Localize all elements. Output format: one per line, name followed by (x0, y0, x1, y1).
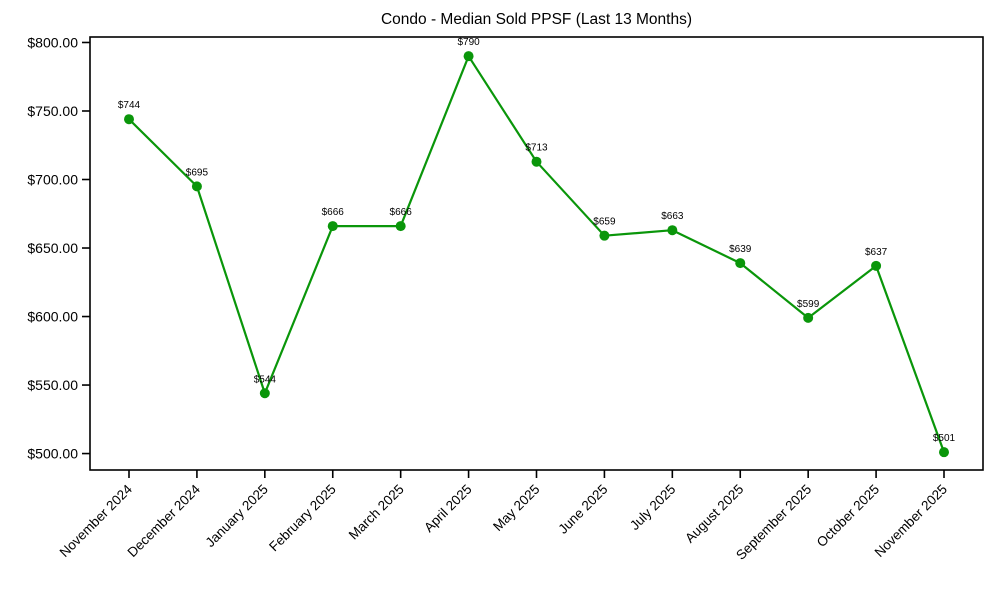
point-label: $659 (593, 217, 616, 228)
point-label: $744 (118, 100, 141, 111)
point-label: $666 (322, 207, 345, 218)
y-tick-label: $650.00 (27, 240, 78, 256)
y-tick-label: $700.00 (27, 172, 78, 188)
data-point (599, 230, 610, 241)
point-label: $599 (797, 299, 820, 310)
y-tick-label: $550.00 (27, 377, 78, 393)
data-line (127, 55, 946, 454)
x-tick-label: October 2025 (814, 482, 882, 550)
point-label: $544 (254, 374, 277, 385)
x-tick-label: September 2025 (733, 482, 814, 563)
point-label: $666 (390, 207, 413, 218)
y-tick-label: $800.00 (27, 34, 78, 50)
data-point (395, 221, 406, 232)
data-point (124, 114, 134, 125)
data-point (939, 447, 949, 458)
data-point (191, 181, 202, 192)
data-point (735, 258, 746, 269)
x-tick-label: May 2025 (490, 482, 543, 535)
data-point (463, 51, 474, 62)
x-tick-label: December 2024 (125, 481, 204, 560)
point-label: $639 (729, 244, 752, 255)
data-point (259, 388, 270, 399)
x-tick-label: March 2025 (346, 482, 407, 543)
x-tick-label: June 2025 (555, 482, 610, 537)
x-tick-label: November 2024 (57, 481, 136, 560)
x-tick-label: August 2025 (682, 482, 746, 546)
point-label: $713 (525, 143, 548, 154)
y-tick-label: $600.00 (27, 309, 78, 325)
x-tick-label: January 2025 (202, 482, 270, 550)
x-tick-label: July 2025 (627, 482, 678, 533)
data-point (871, 260, 882, 271)
x-tick-label: November 2025 (872, 482, 951, 561)
chart-title: Condo - Median Sold PPSF (Last 13 Months… (381, 11, 692, 28)
point-label: $695 (186, 167, 209, 178)
plot-border (89, 36, 984, 471)
data-point (327, 221, 338, 232)
point-label: $790 (457, 37, 480, 48)
x-tick-label: February 2025 (266, 482, 339, 555)
y-tick-label: $500.00 (27, 446, 78, 462)
data-point (667, 225, 678, 236)
x-tick-label: April 2025 (421, 482, 475, 536)
data-point (531, 156, 542, 167)
point-label: $663 (661, 211, 684, 222)
y-tick-label: $750.00 (27, 103, 78, 119)
point-label: $501 (933, 433, 956, 444)
data-point (803, 312, 814, 323)
point-label: $637 (865, 247, 888, 258)
